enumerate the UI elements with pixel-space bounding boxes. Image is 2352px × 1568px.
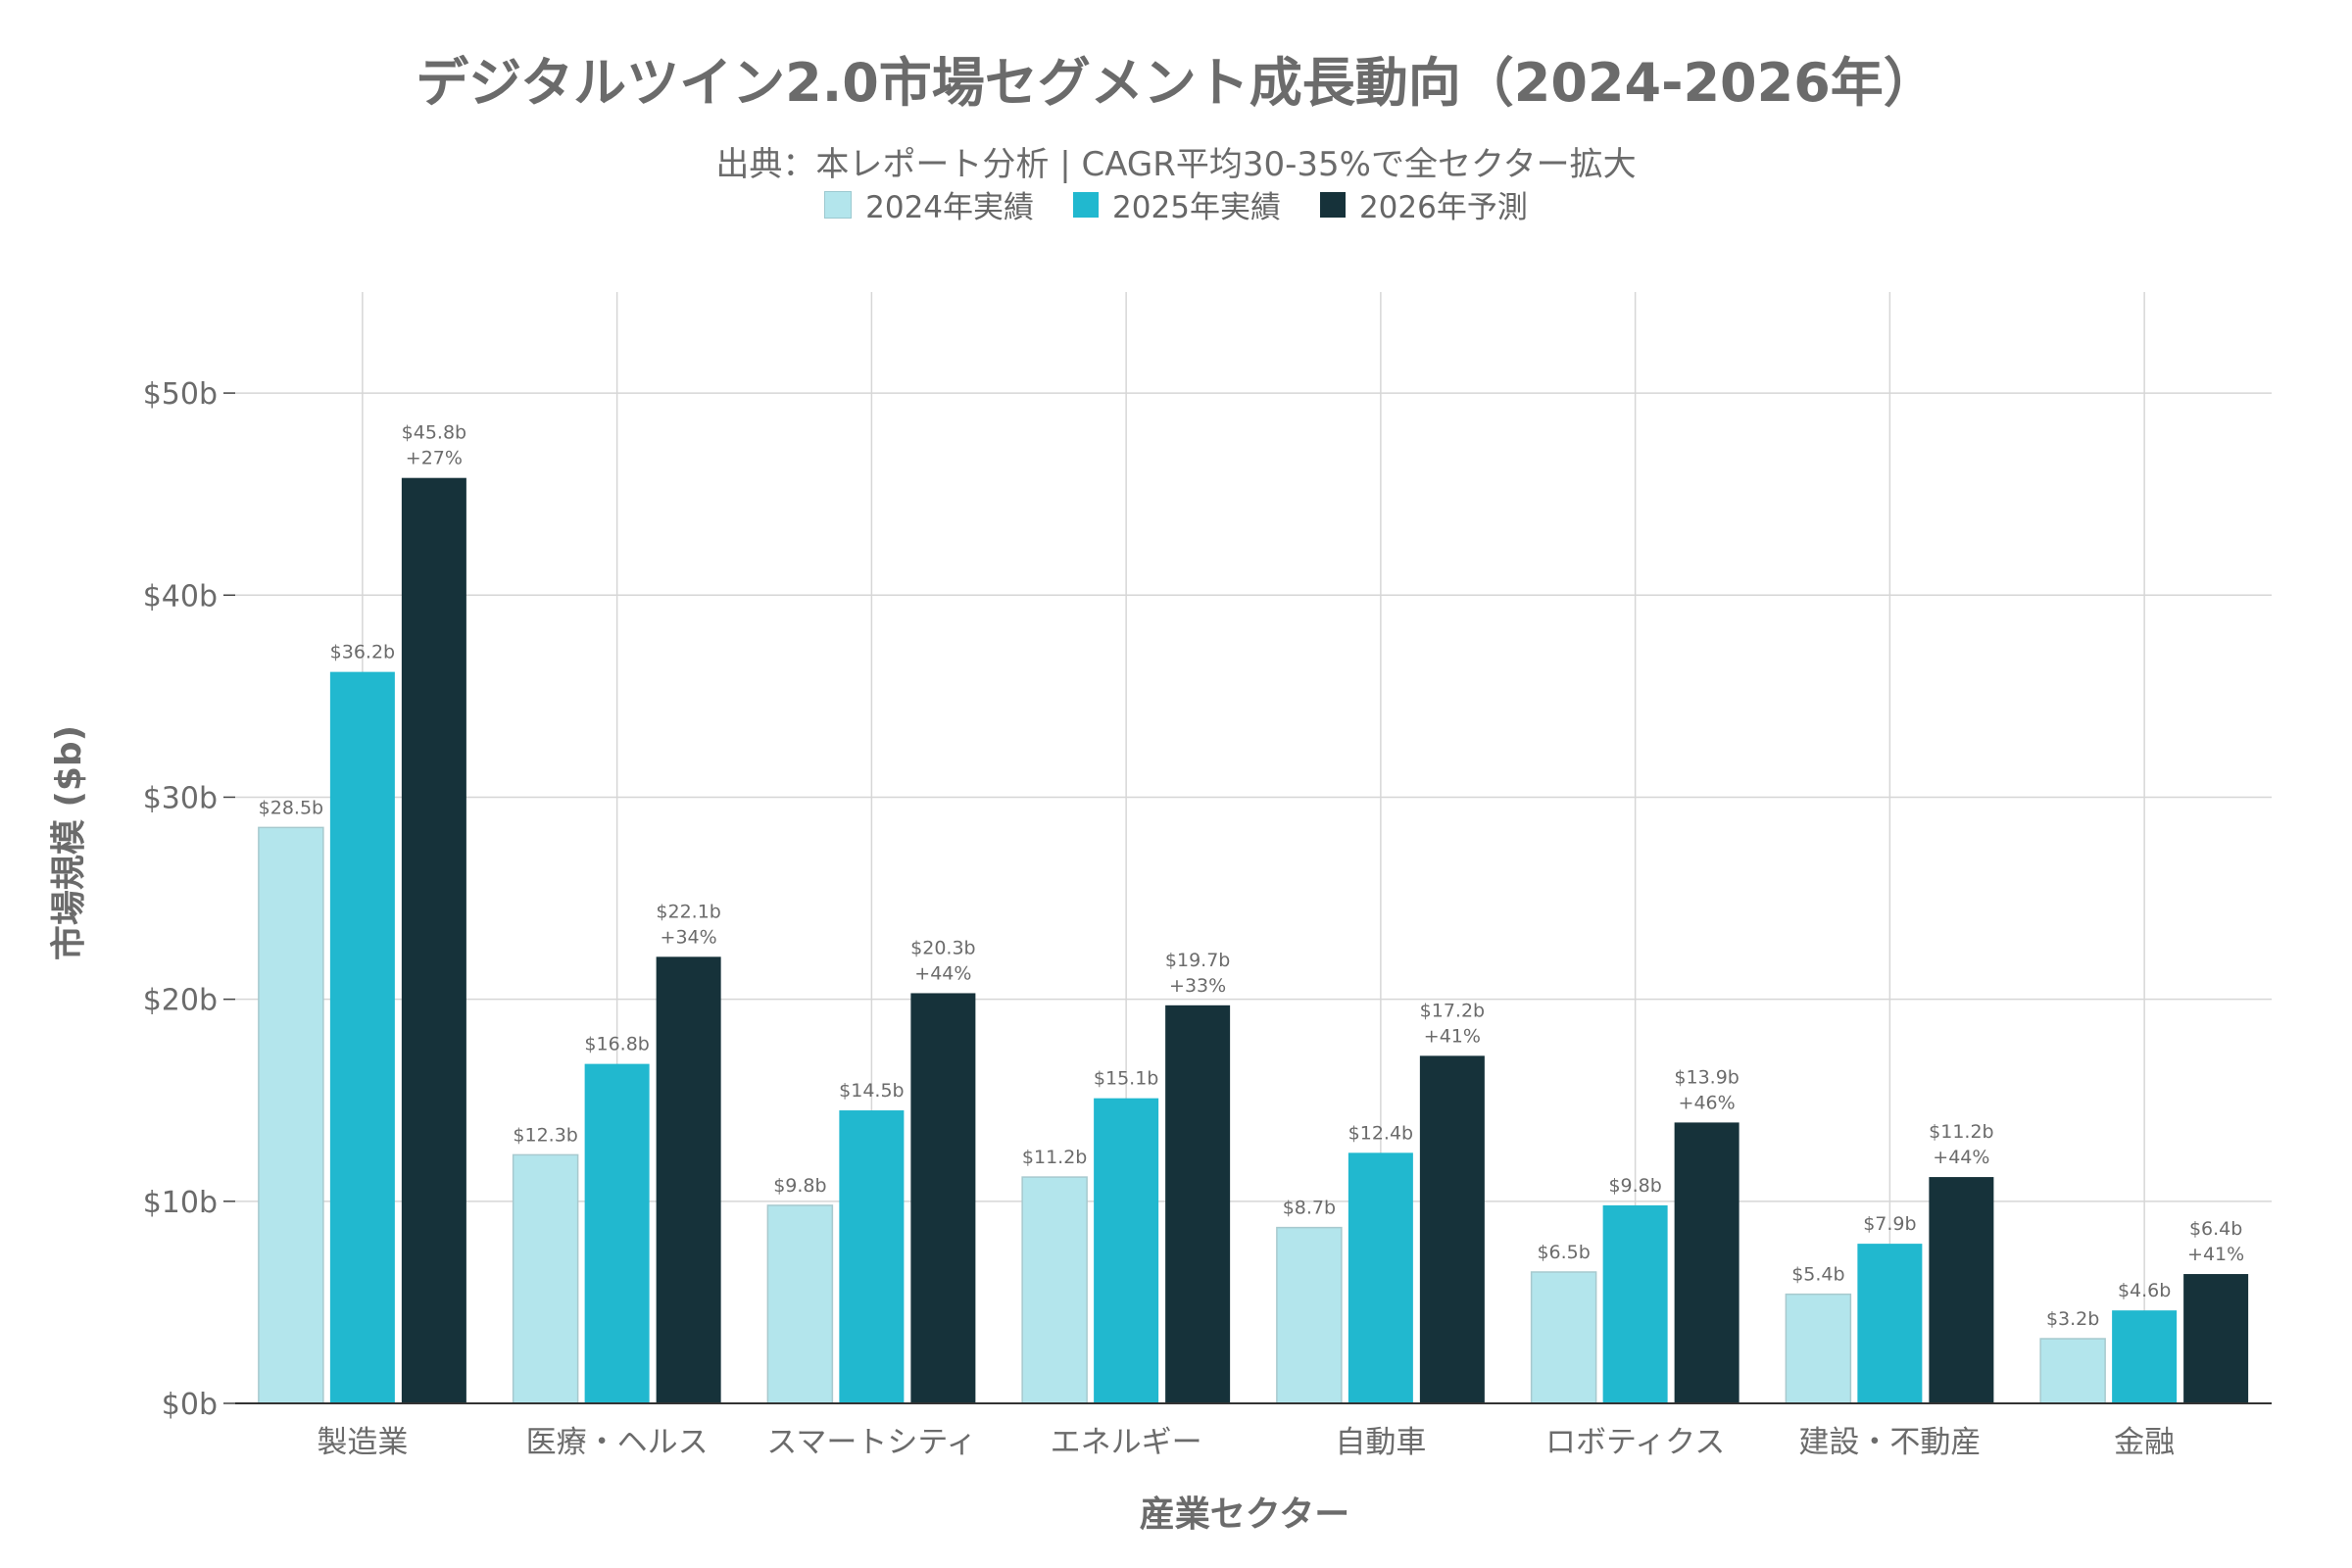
legend-item-2024[interactable]: 2024年実績 xyxy=(824,182,1034,226)
x-tick-label: エネルギー xyxy=(1051,1425,1202,1460)
bar-growth-label: +27% xyxy=(406,448,463,469)
y-axis-title: 市場規模 ($b) xyxy=(49,725,89,960)
legend: 2024年実績 2025年実績 2026年予測 xyxy=(0,182,2352,226)
bar-2024[interactable] xyxy=(2039,1338,2106,1404)
bar-value-label: $9.8b xyxy=(773,1175,826,1197)
bar-value-label: $45.8b xyxy=(402,422,466,444)
bar-value-label: $14.5b xyxy=(839,1080,904,1102)
bar-growth-label: +46% xyxy=(1679,1092,1736,1113)
legend-item-2025[interactable]: 2025年実績 xyxy=(1073,182,1281,226)
x-tick-label: ロボティクス xyxy=(1545,1425,1725,1460)
x-tick-label: 医療・ヘルス xyxy=(526,1425,709,1460)
bar-value-label: $28.5b xyxy=(259,797,323,818)
bar-value-label: $6.4b xyxy=(2189,1218,2242,1240)
bar-2025[interactable] xyxy=(1857,1244,1923,1403)
bar-2025[interactable] xyxy=(2112,1310,2178,1403)
bar-2024[interactable] xyxy=(1530,1271,1597,1404)
bar-value-label: $8.7b xyxy=(1283,1198,1336,1219)
legend-swatch-2025 xyxy=(1073,191,1100,218)
bar-value-label: $6.5b xyxy=(1537,1242,1590,1263)
bar-value-label: $5.4b xyxy=(1791,1264,1844,1286)
bar-2024[interactable] xyxy=(258,826,324,1404)
x-tick-label: 自動車 xyxy=(1335,1425,1426,1460)
bar-growth-label: +34% xyxy=(661,926,717,948)
legend-label-2025: 2025年実績 xyxy=(1112,190,1281,225)
y-tick-label: $10b xyxy=(143,1186,218,1220)
bar-value-label: $12.3b xyxy=(513,1124,577,1146)
x-tick-label: 建設・不動産 xyxy=(1798,1425,1981,1460)
bar-2026[interactable] xyxy=(401,477,466,1404)
bar-2025[interactable] xyxy=(1094,1098,1159,1403)
bar-value-label: $22.1b xyxy=(656,901,720,922)
bar-2025[interactable] xyxy=(839,1110,905,1403)
bar-value-label: $7.9b xyxy=(1863,1213,1916,1235)
bar-2025[interactable] xyxy=(1602,1204,1668,1403)
chart-subtitle: 出典：本レポート分析 | CAGR平均30-35%で全セクター拡大 xyxy=(715,145,1637,184)
bar-2026[interactable] xyxy=(1929,1177,1994,1403)
bar-value-label: $19.7b xyxy=(1165,950,1230,971)
bar-growth-label: +41% xyxy=(1424,1025,1481,1047)
chart-title: デジタルツイン2.0市場セグメント成長動向（2024-2026年） xyxy=(416,52,1936,114)
bar-value-label: $12.4b xyxy=(1348,1122,1413,1144)
bar-2024[interactable] xyxy=(766,1204,834,1404)
bar-2024[interactable] xyxy=(1276,1226,1343,1404)
x-tick-label: 製造業 xyxy=(317,1425,408,1460)
data-labels: $28.5b $12.3b $9.8b $11.2b $8.7b $6.5b $5.4b $3… xyxy=(259,422,2245,1330)
y-tick-label: $30b xyxy=(143,781,218,815)
bar-2026[interactable] xyxy=(1419,1055,1485,1403)
bars xyxy=(258,477,2249,1404)
bar-2026[interactable] xyxy=(2183,1274,2249,1403)
bar-2025[interactable] xyxy=(584,1063,650,1403)
bar-2026[interactable] xyxy=(910,993,976,1403)
legend-label-2024: 2024年実績 xyxy=(865,190,1035,225)
bar-2025[interactable] xyxy=(329,671,395,1403)
bar-2026[interactable] xyxy=(1674,1122,1740,1403)
bar-value-label: $9.8b xyxy=(1608,1175,1661,1197)
bar-2024[interactable] xyxy=(1021,1176,1088,1404)
bar-value-label: $11.2b xyxy=(1022,1147,1087,1168)
bar-2025[interactable] xyxy=(1348,1152,1413,1403)
bar-value-label: $3.2b xyxy=(2046,1308,2099,1330)
y-tick-label: $50b xyxy=(143,377,218,412)
bar-growth-label: +41% xyxy=(2187,1244,2244,1265)
x-tick-label: スマートシティ xyxy=(766,1425,976,1460)
bar-value-label: $20.3b xyxy=(910,937,975,958)
y-tick-label: $0b xyxy=(162,1388,218,1422)
y-tick-label: $40b xyxy=(143,579,218,613)
legend-swatch-2024 xyxy=(824,190,853,219)
bar-value-label: $11.2b xyxy=(1929,1121,1993,1143)
bar-value-label: $16.8b xyxy=(584,1034,649,1055)
bar-value-label: $4.6b xyxy=(2118,1280,2171,1301)
x-tick-label: 金融 xyxy=(2114,1425,2175,1460)
x-axis-title: 産業セクター xyxy=(1140,1494,1350,1535)
bar-value-label: $13.9b xyxy=(1674,1066,1739,1088)
bar-value-label: $15.1b xyxy=(1094,1068,1158,1090)
bar-value-label: $36.2b xyxy=(330,642,395,663)
y-tick-label: $20b xyxy=(143,984,218,1018)
bar-2026[interactable] xyxy=(1165,1004,1231,1403)
bar-growth-label: +44% xyxy=(914,962,971,984)
bar-growth-label: +33% xyxy=(1169,975,1226,997)
bar-value-label: $17.2b xyxy=(1420,1000,1485,1021)
bar-2024[interactable] xyxy=(512,1153,579,1404)
legend-swatch-2026 xyxy=(1319,191,1346,218)
bar-2026[interactable] xyxy=(656,956,721,1403)
legend-label-2026: 2026年予測 xyxy=(1358,190,1528,225)
axes: $0b $10b $20b $30b $40b $50b 製造業 医療・ヘルス スマートシティ エ… xyxy=(143,377,2272,1460)
bar-growth-label: +44% xyxy=(1933,1147,1989,1168)
bar-2024[interactable] xyxy=(1785,1293,1852,1404)
legend-item-2026[interactable]: 2026年予測 xyxy=(1319,182,1528,226)
